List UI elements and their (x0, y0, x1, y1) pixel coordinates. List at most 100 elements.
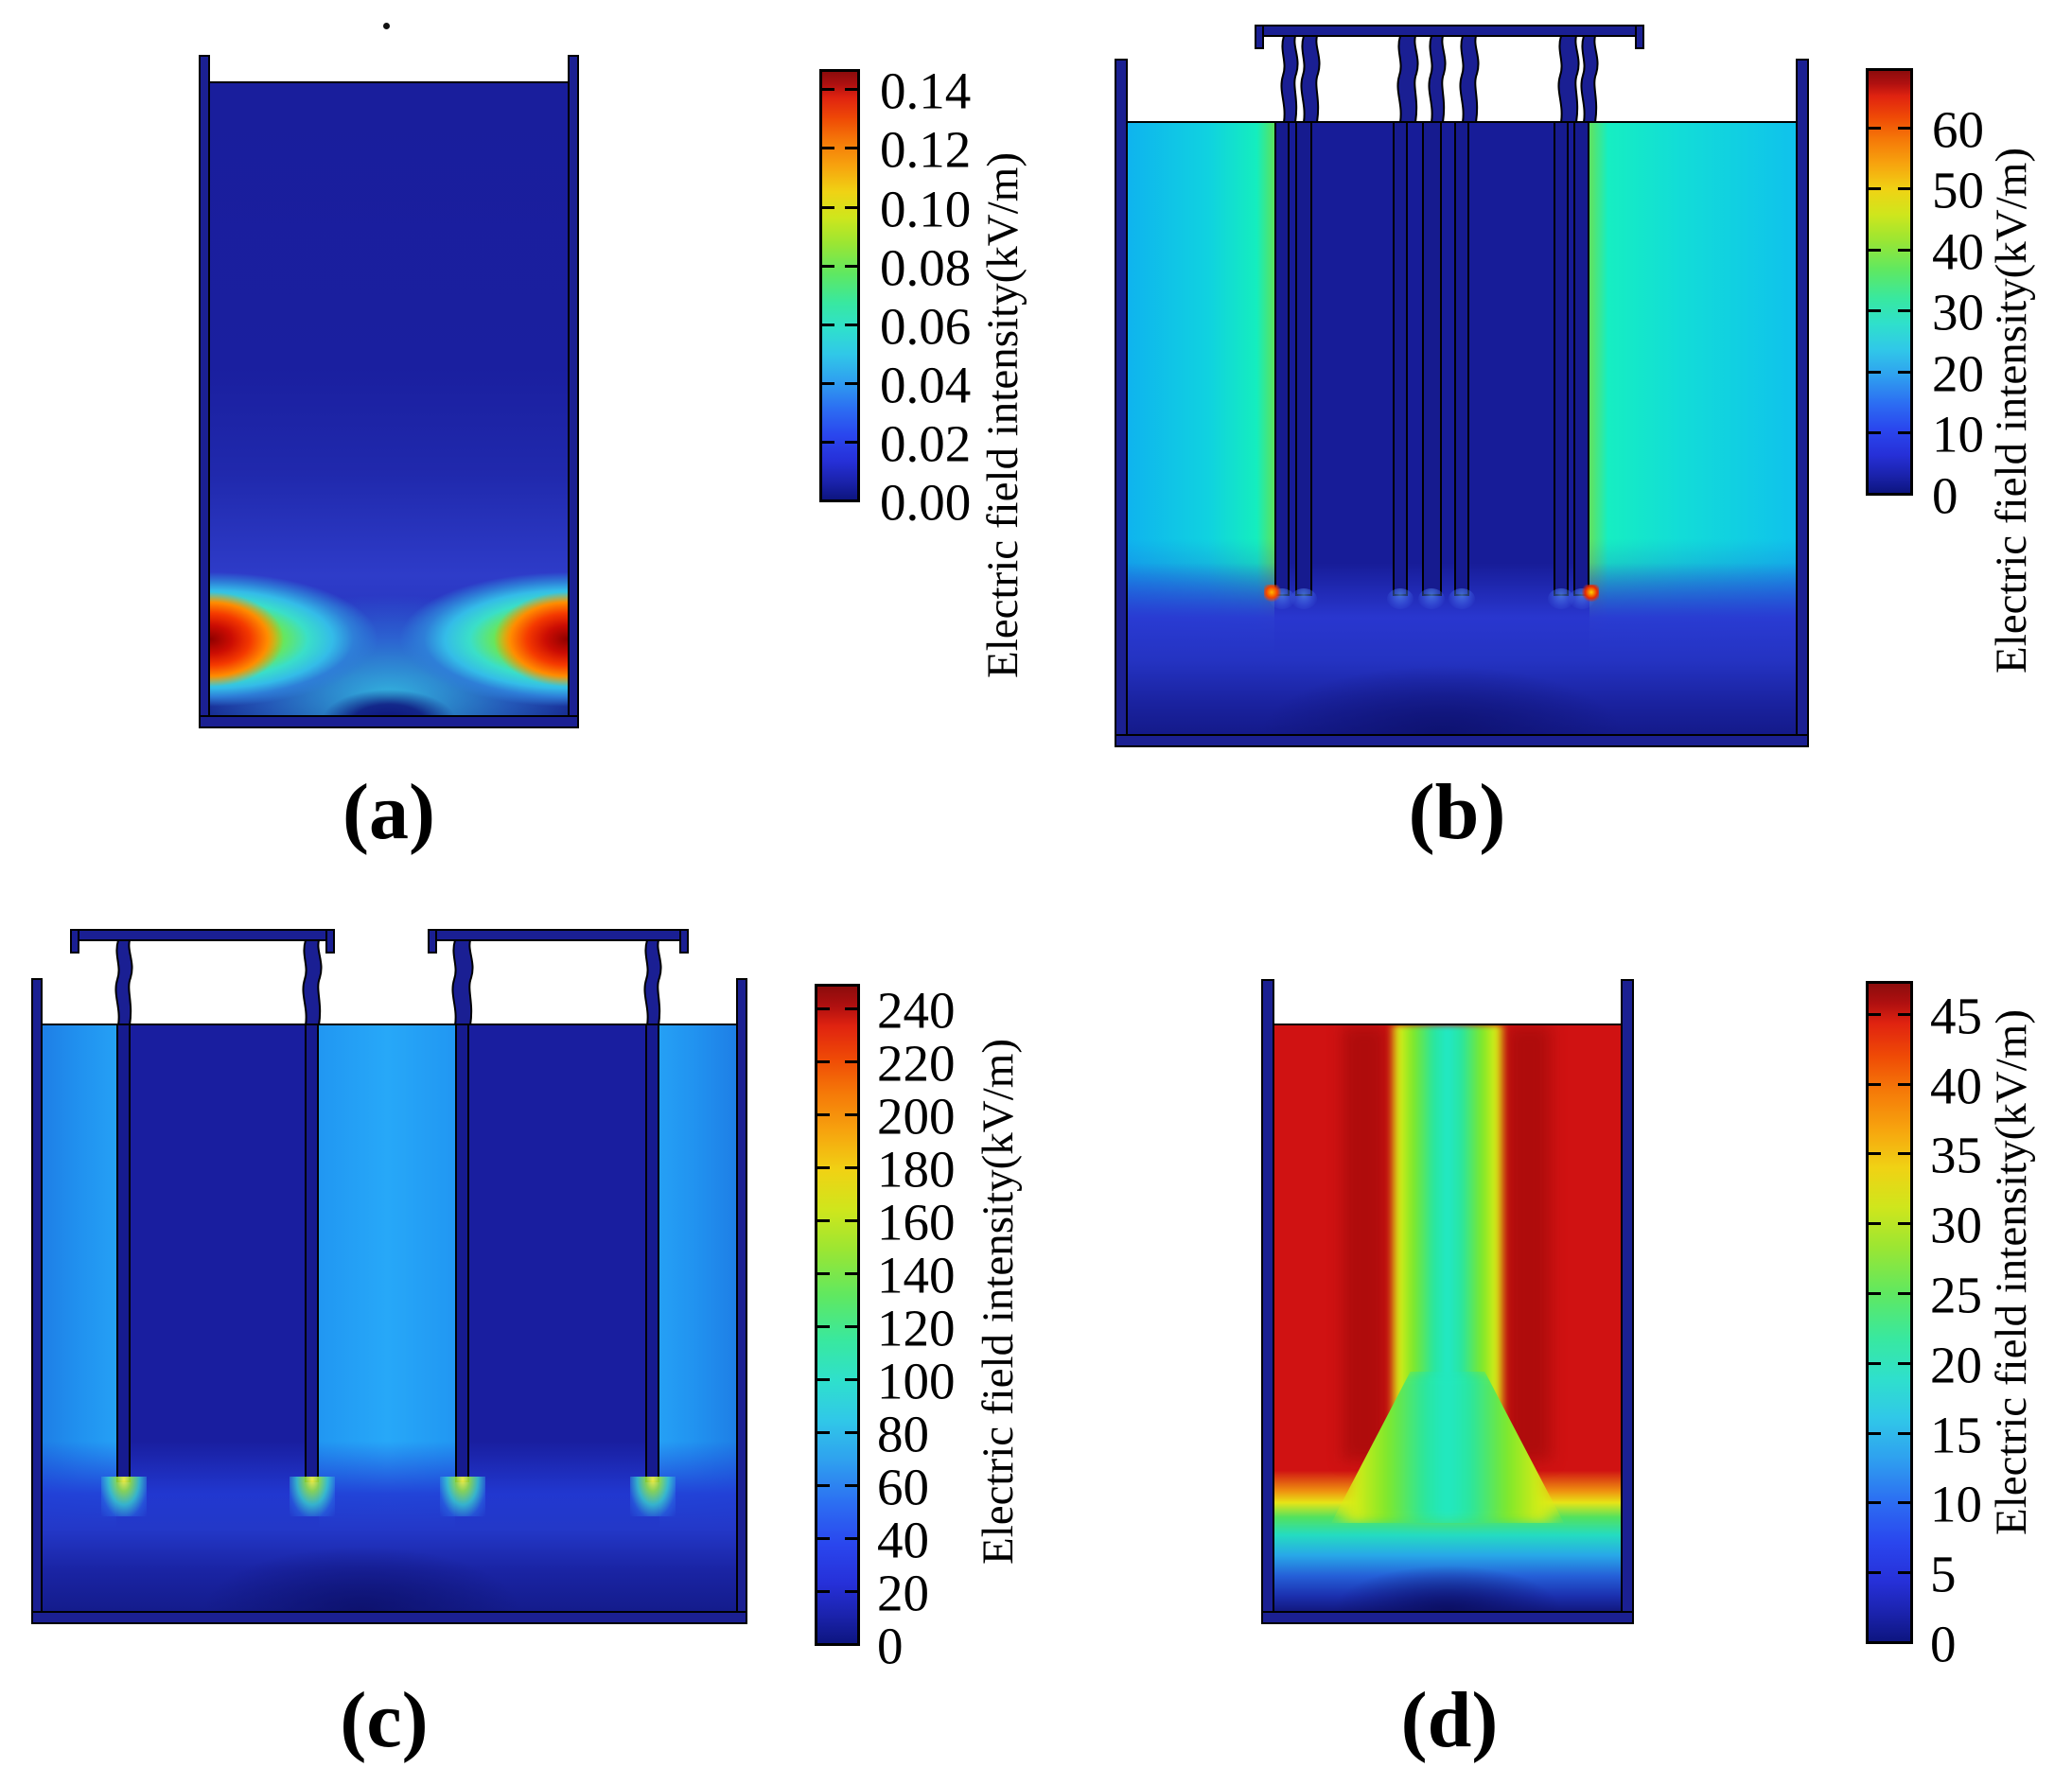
heatmap-c (43, 1024, 736, 1611)
colorbar-tick (817, 1219, 830, 1222)
colorbar-tick (817, 1537, 830, 1540)
colorbar-tick (817, 1060, 830, 1063)
dark-red-streak-right (1507, 1025, 1551, 1461)
colorbar-tick (1898, 1571, 1910, 1575)
colorbar-tick (1898, 309, 1910, 313)
electrode-connector (1580, 36, 1599, 122)
colorbar-tick (845, 1431, 857, 1434)
colorbar-tick-label: 0.14 (880, 61, 972, 120)
colorbar-tick-label: 100 (877, 1352, 956, 1410)
stray-dot (383, 23, 390, 29)
electrode-connector (451, 940, 474, 1025)
colorbar-tick (817, 1325, 830, 1328)
colorbar-axis-label: Electric field intensity(kV/m) (1987, 1009, 2036, 1536)
tank-b-right-wall (1796, 59, 1809, 747)
colorbar-axis-label: Electric field intensity(kV/m) (974, 1039, 1023, 1565)
electrode-rod (1454, 123, 1469, 596)
busbar-b-left-cap (1255, 25, 1264, 49)
electrode-rod (1274, 123, 1290, 596)
colorbar-tick (1898, 1222, 1910, 1226)
busbar-c1-left-cap (70, 929, 79, 954)
electrode-rod (1554, 123, 1569, 596)
colorbar-tick (845, 88, 857, 92)
electrode-rod (645, 1025, 659, 1482)
tip-glow (1291, 588, 1317, 609)
tip-glow (1548, 588, 1574, 609)
colorbar-tick (822, 323, 834, 326)
colorbar-tick-label: 25 (1930, 1266, 1982, 1324)
colorbar-tick (822, 205, 834, 209)
colorbar-ticks: 240 220 200 180 160 140 120 100 80 60 40 20 0 (815, 984, 956, 1672)
bottom-field-c (43, 1025, 736, 1611)
colorbar-tick-label: 0 (1930, 1615, 1957, 1673)
colorbar-tick (817, 1431, 830, 1434)
colorbar-tick (1869, 431, 1881, 435)
tank-b-left-wall (1115, 59, 1128, 747)
colorbar-tick-label: 30 (1930, 1196, 1982, 1254)
colorbar-tick (1898, 370, 1910, 374)
colorbar-tick (845, 1113, 857, 1116)
tank-b-bottom (1115, 734, 1809, 747)
colorbar-tick-label: 15 (1930, 1406, 1982, 1464)
tank-c-right-wall (736, 978, 747, 1624)
colorbar-tick (845, 1007, 857, 1010)
colorbar-tick-label: 0.04 (880, 356, 972, 414)
colorbar-tick (1869, 370, 1881, 374)
colorbar-tick (845, 1537, 857, 1540)
tip-spark-left (1264, 585, 1281, 602)
panel-label-d: (d) (1400, 1676, 1499, 1764)
tank-a-bottom (199, 715, 579, 728)
colorbar-tick (822, 381, 834, 385)
electrode-connector (1300, 36, 1321, 122)
colorbar-tick-label: 60 (877, 1458, 929, 1516)
colorbar-tick (1869, 1012, 1881, 1016)
colorbar-tick-label: 20 (1932, 344, 1984, 403)
colorbar-tick (1898, 187, 1910, 191)
tank-d-left-wall (1261, 979, 1274, 1624)
colorbar-tick-label: 50 (1932, 161, 1984, 219)
colorbar-tick (817, 1007, 830, 1010)
tank-d-right-wall (1621, 979, 1634, 1624)
colorbar-tick (1869, 1292, 1881, 1296)
tip-glow (290, 1477, 335, 1516)
colorbar-tick (1869, 187, 1881, 191)
colorbar-tick (1869, 1501, 1881, 1505)
colorbar-tick-label: 80 (877, 1405, 929, 1463)
colorbar-tick-label: 200 (877, 1087, 956, 1146)
colorbar-tick (845, 1272, 857, 1275)
electrode-rod (1393, 123, 1408, 596)
colorbar-tick-label: 0.06 (880, 297, 972, 356)
colorbar-tick (1869, 1571, 1881, 1575)
colorbar-tick-label: 45 (1930, 987, 1982, 1045)
panel-label-c: (c) (340, 1676, 429, 1764)
colorbar-tick-label: 0.00 (880, 473, 972, 532)
colorbar-tick (817, 1484, 830, 1487)
colorbar-gradient (815, 984, 860, 1646)
electrode-connector (643, 940, 662, 1025)
colorbar-tick-label: 220 (877, 1034, 956, 1093)
colorbar-tick (817, 1378, 830, 1381)
colorbar-tick-label: 20 (1930, 1336, 1982, 1394)
colorbar-tick (817, 1590, 830, 1593)
colorbar-tick (1869, 309, 1881, 313)
panel-label-b: (b) (1408, 768, 1506, 856)
colorbar-tick (845, 1484, 857, 1487)
colorbar-axis-label: Electric field intensity(kV/m) (1987, 147, 2036, 674)
colorbar-tick-label: 10 (1930, 1475, 1982, 1533)
colorbar-tick (1898, 1361, 1910, 1365)
colorbar-tick (845, 264, 857, 268)
electrode-connector (1459, 36, 1480, 122)
colorbar-tick (845, 381, 857, 385)
busbar-c2-left-cap (428, 929, 437, 954)
colorbar-tick-label: 180 (877, 1140, 956, 1199)
colorbar-tick-label: 0.02 (880, 414, 972, 473)
colorbar-tick (822, 264, 834, 268)
electrode-rod (116, 1025, 131, 1482)
busbar-b-right-cap (1635, 25, 1644, 49)
electrode-connector (114, 940, 133, 1025)
colorbar-tick (817, 1113, 830, 1116)
colorbar-tick (822, 147, 834, 150)
electrode-rod (1422, 123, 1442, 596)
electrode-connectors-b (1280, 36, 1599, 122)
